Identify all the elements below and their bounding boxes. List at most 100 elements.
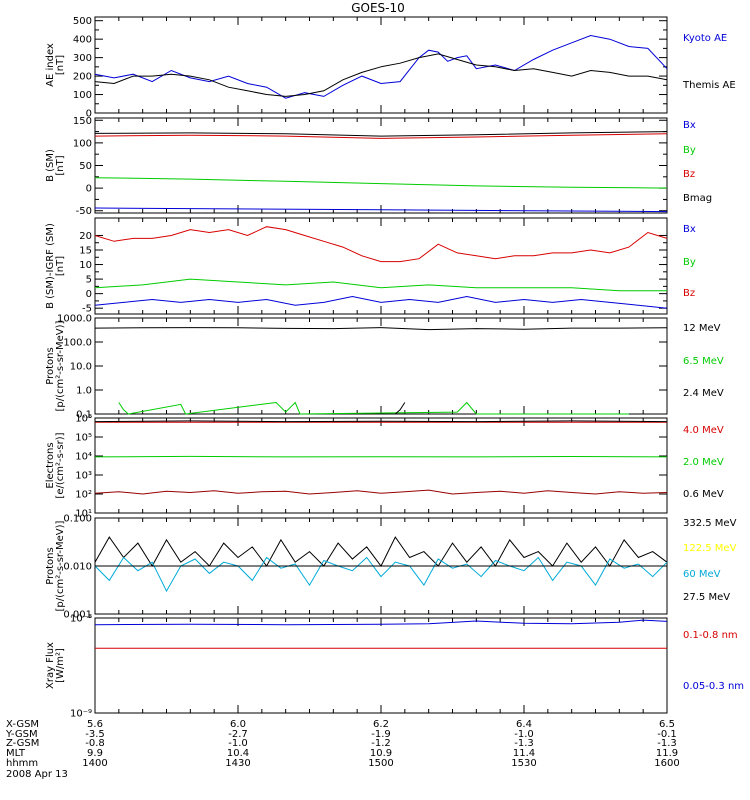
y-tick-label: 50 <box>79 161 92 172</box>
y-tick-label: 150 <box>73 116 92 127</box>
y-axis-label: [W/m²] <box>55 648 66 683</box>
y-tick-label: 0 <box>86 289 92 300</box>
ephemeris-value: 1530 <box>511 758 536 769</box>
ephemeris-row-label: X-GSM <box>6 719 39 730</box>
y-tick-label: 10 <box>79 260 92 271</box>
legend-entry: 0.1-0.8 nm <box>683 630 738 641</box>
ephemeris-value: -1.3 <box>514 738 534 749</box>
date-label: 2008 Apr 13 <box>6 769 68 780</box>
ephemeris-value: 1400 <box>82 758 107 769</box>
y-axis-label: AE index <box>45 43 56 87</box>
y-tick-label: 1.0 <box>76 386 92 397</box>
y-axis-label: [nT] <box>55 155 66 175</box>
y-tick-label: 10⁴ <box>75 452 92 463</box>
legend-entry: Bz <box>683 169 695 180</box>
y-axis-label: [e/(cm²-s-sr)] <box>55 432 66 498</box>
series-line-bx <box>94 295 668 309</box>
y-tick-label: 1000.0 <box>57 314 92 325</box>
chart-panel-1: 0 100 200 300 400 500 AE index [nT] Kyoto AE Them… <box>45 16 736 119</box>
series-line-2-0-mev <box>94 455 668 458</box>
ephemeris-row-label: Z-GSM <box>6 738 39 749</box>
y-axis-label: [p/(cm²-s-sr-MeV)] <box>55 320 66 411</box>
y-tick-label: 0.100 <box>63 514 92 525</box>
y-tick-label: 200 <box>73 72 92 83</box>
legend-entry: 60 MeV <box>683 569 721 580</box>
series-line-bmag <box>94 131 668 137</box>
y-tick-label: 10⁵ <box>75 433 92 444</box>
y-axis-label: Protons <box>45 547 56 584</box>
y-tick-label: 10⁻⁸ <box>70 614 92 625</box>
ephemeris-value: 9.9 <box>87 748 103 759</box>
series-line-60-mev <box>94 556 668 593</box>
series-line-kyoto-ae <box>94 34 668 99</box>
chart-panel-7: 10⁻⁹ 10⁻⁸ Xray Flux [W/m²] 0.1-0.8 nm 0.05-0.… <box>45 614 744 720</box>
legend-entry: Bx <box>683 224 696 235</box>
legend-entry: Bx <box>683 120 696 131</box>
y-tick-label: 0.001 <box>63 610 92 621</box>
y-tick-label: 5 <box>86 275 92 286</box>
y-axis-label: B (SM)-IGRF (SM) <box>45 223 56 309</box>
ephemeris-row-label: hhmm <box>6 758 38 769</box>
ephemeris-value: 10.4 <box>227 748 249 759</box>
series-line-332-5-mev <box>94 536 668 567</box>
ephemeris-value: -1.0 <box>228 738 248 749</box>
y-tick-label: 10⁶ <box>75 414 92 425</box>
legend-entry: By <box>683 257 696 268</box>
ephemeris-value: -1.3 <box>657 738 677 749</box>
ephemeris-row-label: Y-GSM <box>5 729 38 740</box>
y-tick-label: 0 <box>86 109 92 120</box>
y-tick-label: 100 <box>73 90 92 101</box>
chart-panel-2: -50 0 50 100 150 B (SM) [nT] Bx By Bz Bmag <box>45 116 712 217</box>
y-tick-label: 0 <box>86 184 92 195</box>
legend-entry: Themis AE <box>682 80 736 91</box>
panel-frame <box>94 317 668 415</box>
panel-frame <box>94 617 668 714</box>
y-tick-label: 10³ <box>75 471 92 482</box>
chart-panel-5: 10¹ 10² 10³ 10⁴ 10⁵ 10⁶ Electrons [e/(cm²-s-sr)… <box>45 414 724 520</box>
series-line-bx <box>94 207 668 213</box>
series-line-themis-ae <box>94 53 668 97</box>
series-line-0-05-0-3-nm <box>94 619 668 626</box>
y-axis-label: Xray Flux <box>45 642 56 689</box>
chart-panel-6: 0.001 0.010 0.100 Protons [p/(cm²-s-sr-MeV)]… <box>45 514 737 621</box>
y-axis-label: [p/(cm²-s-sr-MeV)] <box>55 520 66 611</box>
panel-frame <box>94 417 668 514</box>
series-line-2-4-mev <box>394 402 406 415</box>
legend-entry: 0.6 MeV <box>683 489 724 500</box>
chart-panel-4: 0.1 1.0 10.0 100.0 1000.0 Protons [p/(cm²-s-sr… <box>45 314 724 421</box>
ephemeris-value: 10.9 <box>370 748 392 759</box>
series-line-0-6-mev-trace <box>94 489 668 495</box>
ephemeris-value: 11.4 <box>513 748 535 759</box>
legend-entry: Kyoto AE <box>683 33 727 44</box>
y-tick-label: 15 <box>79 246 92 257</box>
y-tick-label: 500 <box>73 16 92 27</box>
series-line-bz <box>94 133 668 139</box>
legend-entry: 4.0 MeV <box>683 425 724 436</box>
ephemeris-value: 6.4 <box>516 719 532 730</box>
ephemeris-value: 1430 <box>225 758 250 769</box>
y-axis-label: B (SM) <box>45 149 56 182</box>
ephemeris-value: -0.1 <box>657 729 677 740</box>
ephemeris-value: 6.0 <box>230 719 246 730</box>
y-tick-label: 0.010 <box>63 562 92 573</box>
y-tick-label: 100.0 <box>63 338 92 349</box>
legend-entry: 6.5 MeV <box>683 356 724 367</box>
legend-entry: Bmag <box>683 193 712 204</box>
y-tick-label: 300 <box>73 53 92 64</box>
y-tick-label: 10¹ <box>75 509 92 520</box>
y-tick-label: 0.1 <box>76 410 92 421</box>
panel-frame <box>94 16 668 114</box>
y-tick-label: 10² <box>75 490 92 501</box>
y-tick-label: 10⁻⁹ <box>70 709 92 720</box>
y-tick-label: -5 <box>82 304 92 315</box>
panel-frame <box>94 117 668 214</box>
ephemeris-value: -0.8 <box>85 738 105 749</box>
legend-entry: By <box>683 145 696 156</box>
y-tick-label: 10.0 <box>70 362 92 373</box>
series-line-bz <box>94 226 668 263</box>
y-axis-label: [nT] <box>55 55 66 75</box>
ephemeris-value: -2.7 <box>228 729 248 740</box>
legend-entry: 12 MeV <box>683 323 721 334</box>
